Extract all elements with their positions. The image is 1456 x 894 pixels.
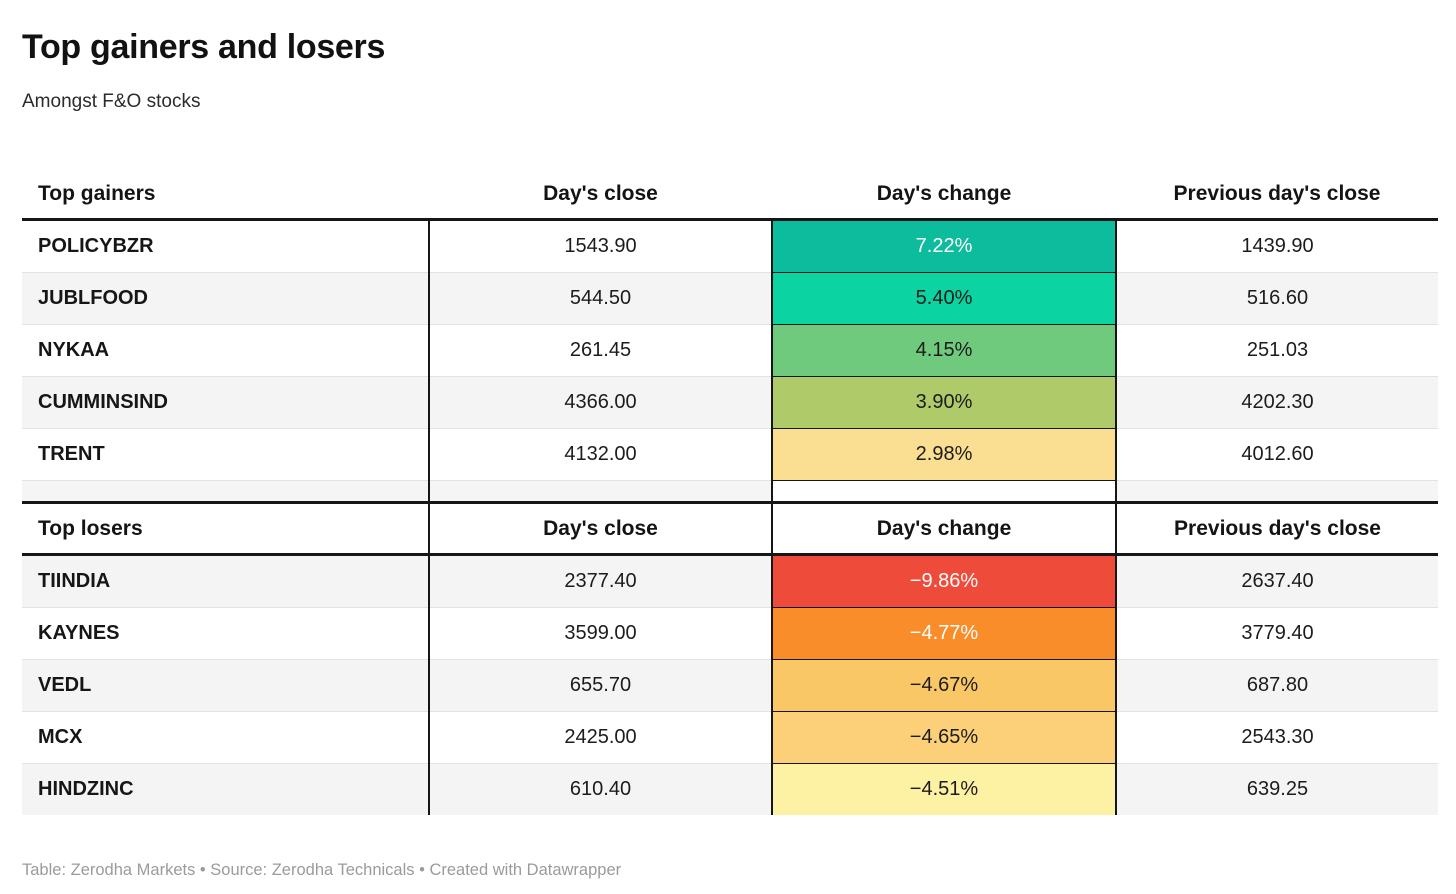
days-close-cell: 2425.00 — [428, 711, 772, 764]
days-change-cell: −9.86% — [771, 554, 1116, 608]
gainers-body: POLICYBZR 1543.90 7.22% 1439.90 JUBLFOOD… — [22, 219, 1438, 481]
table-row: JUBLFOOD 544.50 5.40% 516.60 — [22, 272, 1438, 325]
days-close-cell: 655.70 — [428, 659, 772, 712]
prev-close-cell: 1439.90 — [1115, 219, 1438, 273]
table-row: TIINDIA 2377.40 −9.86% 2637.40 — [22, 554, 1438, 608]
stock-name-cell: HINDZINC — [22, 763, 429, 815]
prev-close-cell: 2543.30 — [1115, 711, 1438, 764]
days-change-cell: −4.51% — [771, 763, 1116, 815]
table-row: KAYNES 3599.00 −4.77% 3779.40 — [22, 607, 1438, 660]
prev-close-cell: 639.25 — [1115, 763, 1438, 815]
days-close-cell: 3599.00 — [428, 607, 772, 660]
days-close-cell: 261.45 — [428, 324, 772, 377]
table-row: CUMMINSIND 4366.00 3.90% 4202.30 — [22, 376, 1438, 429]
losers-header-days-change: Day's change — [771, 501, 1116, 556]
days-change-cell: −4.77% — [771, 607, 1116, 660]
days-change-cell: 4.15% — [771, 324, 1116, 377]
section-spacer-row — [22, 480, 1438, 503]
prev-close-cell: 2637.40 — [1115, 554, 1438, 608]
spacer-cell — [771, 480, 1116, 503]
spacer-cell — [1115, 480, 1438, 503]
days-change-cell: −4.67% — [771, 659, 1116, 712]
stock-name-cell: VEDL — [22, 659, 429, 712]
stock-name-cell: TIINDIA — [22, 554, 429, 608]
spacer-cell — [22, 480, 429, 503]
losers-section-label: Top losers — [22, 501, 429, 556]
days-change-cell: 3.90% — [771, 376, 1116, 429]
stock-name-cell: POLICYBZR — [22, 219, 429, 273]
stock-name-cell: NYKAA — [22, 324, 429, 377]
prev-close-cell: 687.80 — [1115, 659, 1438, 712]
spacer-cell — [428, 480, 772, 503]
page-title: Top gainers and losers — [22, 28, 386, 66]
table-header-row: Top gainers Day's close Day's change Pre… — [22, 169, 1438, 221]
stock-name-cell: CUMMINSIND — [22, 376, 429, 429]
days-close-cell: 2377.40 — [428, 554, 772, 608]
losers-body: TIINDIA 2377.40 −9.86% 2637.40 KAYNES 35… — [22, 554, 1438, 815]
table-row: HINDZINC 610.40 −4.51% 639.25 — [22, 763, 1438, 815]
losers-header-days-close: Day's close — [428, 501, 772, 556]
page-subtitle: Amongst F&O stocks — [22, 91, 201, 112]
table-row: POLICYBZR 1543.90 7.22% 1439.90 — [22, 219, 1438, 273]
table-row: NYKAA 261.45 4.15% 251.03 — [22, 324, 1438, 377]
prev-close-cell: 516.60 — [1115, 272, 1438, 325]
gainers-losers-table: Top gainers Day's close Day's change Pre… — [22, 169, 1438, 815]
stock-name-cell: KAYNES — [22, 607, 429, 660]
losers-header-row: Top losers Day's close Day's change Prev… — [22, 501, 1438, 556]
prev-close-cell: 3779.40 — [1115, 607, 1438, 660]
prev-close-cell: 4012.60 — [1115, 428, 1438, 481]
days-close-cell: 4132.00 — [428, 428, 772, 481]
days-close-cell: 544.50 — [428, 272, 772, 325]
table-header-row: Top losers Day's close Day's change Prev… — [22, 501, 1438, 556]
losers-header-prev-close: Previous day's close — [1115, 501, 1438, 556]
prev-close-cell: 251.03 — [1115, 324, 1438, 377]
days-close-cell: 4366.00 — [428, 376, 772, 429]
gainers-header-days-close: Day's close — [429, 169, 772, 221]
table-row: TRENT 4132.00 2.98% 4012.60 — [22, 428, 1438, 481]
days-change-cell: −4.65% — [771, 711, 1116, 764]
table-row: VEDL 655.70 −4.67% 687.80 — [22, 659, 1438, 712]
stock-name-cell: JUBLFOOD — [22, 272, 429, 325]
table-row: MCX 2425.00 −4.65% 2543.30 — [22, 711, 1438, 764]
days-close-cell: 1543.90 — [428, 219, 772, 273]
gainers-header-days-change: Day's change — [772, 169, 1116, 221]
gainers-section-label: Top gainers — [22, 169, 429, 221]
days-change-cell: 2.98% — [771, 428, 1116, 481]
days-change-cell: 7.22% — [771, 219, 1116, 273]
stock-name-cell: MCX — [22, 711, 429, 764]
gainers-header-row: Top gainers Day's close Day's change Pre… — [22, 169, 1438, 221]
spacer-row — [22, 480, 1438, 503]
gainers-header-prev-close: Previous day's close — [1116, 169, 1438, 221]
days-close-cell: 610.40 — [428, 763, 772, 815]
stock-name-cell: TRENT — [22, 428, 429, 481]
attribution: Table: Zerodha Markets • Source: Zerodha… — [22, 861, 622, 879]
days-change-cell: 5.40% — [771, 272, 1116, 325]
prev-close-cell: 4202.30 — [1115, 376, 1438, 429]
